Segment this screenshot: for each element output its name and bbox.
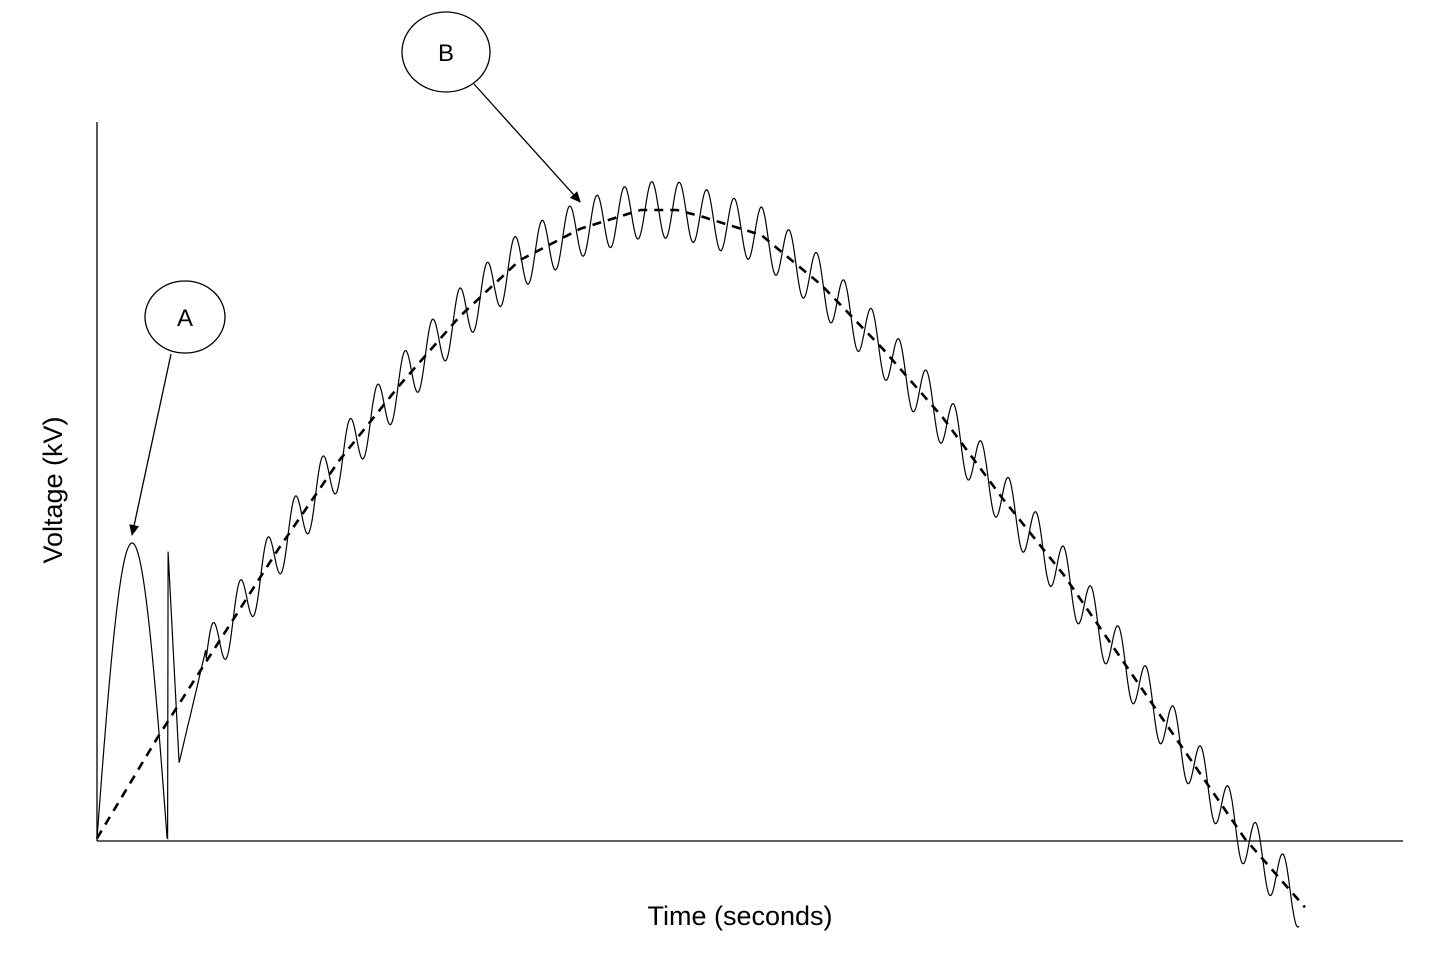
oscillating-voltage-line — [96, 181, 1300, 928]
annotation-label: B — [438, 40, 454, 67]
dashed-trend-line — [95, 208, 1306, 909]
annotation-arrow — [129, 353, 172, 536]
y-axis-label: Voltage (kV) — [38, 416, 68, 563]
annotation-circle — [401, 11, 491, 93]
annotation-arrow — [473, 83, 581, 203]
annotation-a: A — [129, 280, 226, 536]
annotation-circle — [144, 280, 226, 354]
x-axis-label: Time (seconds) — [647, 901, 832, 931]
annotation-b: B — [401, 11, 581, 203]
annotation-label: A — [177, 305, 193, 332]
annotation-layer: AB — [129, 11, 581, 536]
